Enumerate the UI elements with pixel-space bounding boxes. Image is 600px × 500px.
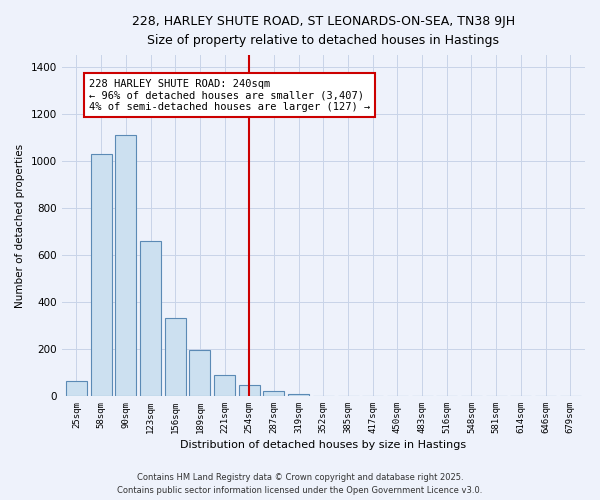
Title: 228, HARLEY SHUTE ROAD, ST LEONARDS-ON-SEA, TN38 9JH
Size of property relative t: 228, HARLEY SHUTE ROAD, ST LEONARDS-ON-S… [132,15,515,47]
Bar [165,318,186,396]
Y-axis label: Number of detached properties: Number of detached properties [15,144,25,308]
Bar [239,386,260,396]
Bar [115,135,136,396]
Bar [140,241,161,396]
Bar [214,375,235,396]
Text: Contains HM Land Registry data © Crown copyright and database right 2025.
Contai: Contains HM Land Registry data © Crown c… [118,474,482,495]
Bar [66,380,87,396]
Bar [190,350,211,396]
X-axis label: Distribution of detached houses by size in Hastings: Distribution of detached houses by size … [180,440,466,450]
Bar [288,394,309,396]
Bar [263,391,284,396]
Bar [91,154,112,396]
Text: 228 HARLEY SHUTE ROAD: 240sqm
← 96% of detached houses are smaller (3,407)
4% of: 228 HARLEY SHUTE ROAD: 240sqm ← 96% of d… [89,78,370,112]
